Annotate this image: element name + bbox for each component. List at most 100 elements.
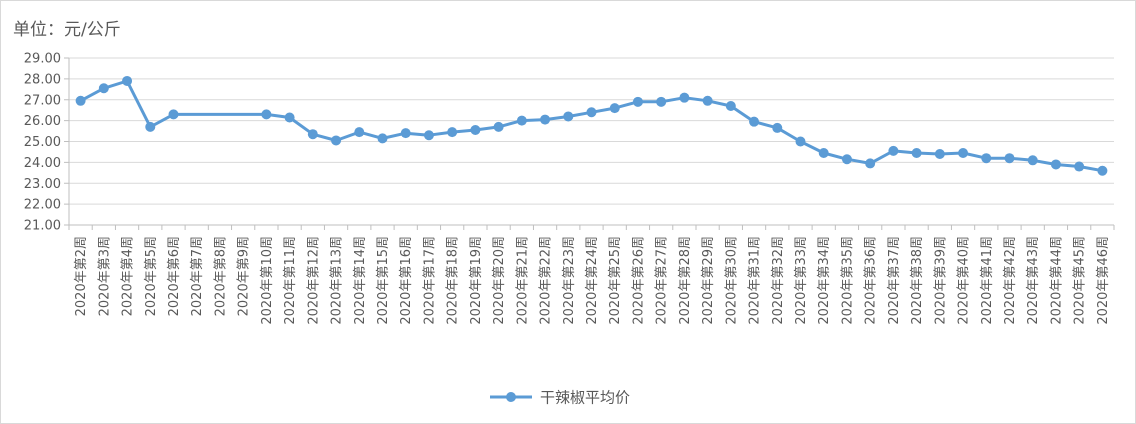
- x-tick-label: 2020年第19周: [469, 236, 484, 325]
- data-point: [841, 154, 852, 165]
- data-point: [772, 122, 783, 133]
- grid-lines: [64, 57, 1115, 230]
- x-tick-label: 2020年第12周: [306, 236, 321, 325]
- data-point: [795, 136, 806, 147]
- data-point: [145, 121, 156, 132]
- y-tick-label: 24.00: [24, 156, 61, 171]
- x-tick-label: 2020年第21周: [515, 236, 530, 325]
- x-tick-label: 2020年第30周: [724, 236, 739, 325]
- series-points: [75, 75, 1108, 176]
- x-tick-label: 2020年第5周: [144, 236, 159, 316]
- data-point: [516, 115, 527, 126]
- x-tick-label: 2020年第37周: [887, 236, 902, 325]
- x-axis-ticks: 2020年第2周 2020年第3周 2020年第4周 2020年第5周 2020年第6周…: [74, 236, 1111, 325]
- series-line: [79, 79, 1103, 173]
- data-point: [563, 111, 574, 122]
- data-point: [307, 129, 318, 140]
- data-point: [632, 96, 643, 107]
- data-point: [865, 158, 876, 169]
- x-tick-label: 2020年第9周: [237, 236, 252, 316]
- x-tick-label: 2020年第42周: [1003, 236, 1018, 325]
- data-point: [470, 125, 481, 136]
- data-point: [540, 114, 551, 125]
- x-tick-label: 2020年第25周: [608, 236, 623, 325]
- y-tick-label: 23.00: [24, 177, 61, 192]
- x-tick-label: 2020年第43周: [1026, 236, 1041, 325]
- data-point: [981, 153, 992, 164]
- x-tick-label: 2020年第14周: [353, 236, 368, 325]
- data-point: [354, 127, 365, 138]
- x-tick-label: 2020年第28周: [678, 236, 693, 325]
- data-point: [749, 116, 760, 127]
- x-tick-label: 2020年第36周: [864, 236, 879, 325]
- x-tick-label: 2020年第7周: [190, 236, 205, 316]
- data-point: [1050, 159, 1061, 170]
- data-point: [284, 112, 295, 123]
- series-line-group: [79, 79, 1103, 173]
- y-tick-label: 25.00: [24, 135, 61, 150]
- y-tick-label: 28.00: [24, 72, 61, 87]
- data-point: [331, 135, 342, 146]
- data-point: [911, 147, 922, 158]
- x-tick-label: 2020年第20周: [492, 236, 507, 325]
- legend-label: 干辣椒平均价: [540, 389, 630, 407]
- data-point: [888, 145, 899, 156]
- x-tick-label: 2020年第38周: [910, 236, 925, 325]
- data-point: [1097, 165, 1108, 176]
- data-point: [168, 109, 179, 120]
- data-point: [75, 95, 86, 106]
- data-point: [423, 130, 434, 141]
- x-tick-label: 2020年第39周: [933, 236, 948, 325]
- x-tick-label: 2020年第32周: [771, 236, 786, 325]
- data-point: [934, 149, 945, 160]
- data-point: [702, 95, 713, 106]
- x-tick-label: 2020年第29周: [701, 236, 716, 325]
- data-point: [1027, 155, 1038, 166]
- x-tick-label: 2020年第24周: [585, 236, 600, 325]
- x-tick-label: 2020年第44周: [1049, 236, 1064, 325]
- x-tick-label: 2020年第33周: [794, 236, 809, 325]
- x-tick-label: 2020年第22周: [539, 236, 554, 325]
- unit-label: 单位：元/公斤: [13, 20, 121, 40]
- x-tick-label: 2020年第15周: [376, 236, 391, 325]
- x-tick-label: 2020年第16周: [399, 236, 414, 325]
- x-tick-label: 2020年第41周: [980, 236, 995, 325]
- x-tick-label: 2020年第35周: [840, 236, 855, 325]
- x-tick-label: 2020年第34周: [817, 236, 832, 325]
- x-tick-label: 2020年第13周: [330, 236, 345, 325]
- data-point: [400, 128, 411, 139]
- data-point: [122, 75, 133, 86]
- x-tick-label: 2020年第46周: [1096, 236, 1111, 325]
- data-point: [261, 109, 272, 120]
- y-tick-label: 27.00: [24, 93, 61, 108]
- data-point: [1004, 153, 1015, 164]
- x-tick-label: 2020年第8周: [213, 236, 228, 316]
- x-tick-label: 2020年第11周: [283, 236, 298, 325]
- data-point: [725, 101, 736, 112]
- x-tick-label: 2020年第23周: [562, 236, 577, 325]
- y-tick-label: 29.00: [24, 52, 61, 67]
- data-point: [586, 107, 597, 118]
- data-point: [609, 103, 620, 114]
- x-tick-label: 2020年第26周: [631, 236, 646, 325]
- data-point: [98, 83, 109, 94]
- y-axis-ticks: 21.00 22.00 23.00 24.00 25.00 26.00 27.00 28.00…: [24, 52, 61, 234]
- y-tick-label: 21.00: [24, 219, 61, 234]
- x-tick-label: 2020年第45周: [1073, 236, 1088, 325]
- data-point: [679, 92, 690, 103]
- y-tick-label: 26.00: [24, 114, 61, 129]
- x-tick-label: 2020年第40周: [957, 236, 972, 325]
- x-tick-label: 2020年第2周: [74, 236, 89, 316]
- y-tick-label: 22.00: [24, 198, 61, 213]
- data-point: [1074, 161, 1085, 172]
- legend: 干辣椒平均价: [490, 389, 630, 407]
- x-tick-label: 2020年第27周: [655, 236, 670, 325]
- x-tick-label: 2020年第10周: [260, 236, 275, 325]
- data-point: [818, 147, 829, 158]
- data-point: [656, 96, 667, 107]
- data-point: [377, 133, 388, 144]
- data-point: [447, 127, 458, 138]
- x-tick-label: 2020年第6周: [167, 236, 182, 316]
